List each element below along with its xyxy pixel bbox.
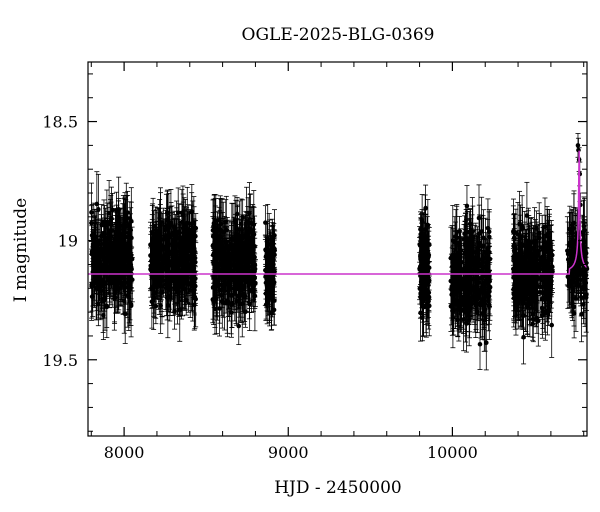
- data-point: [161, 220, 167, 279]
- data-point: [104, 275, 110, 339]
- data-point: [487, 253, 493, 321]
- data-point: [485, 219, 491, 278]
- data-points-layer: [88, 133, 590, 371]
- data-point: [486, 269, 492, 340]
- y-axis-label: I magnitude: [11, 198, 31, 302]
- data-point: [269, 225, 275, 291]
- data-point: [115, 237, 121, 292]
- data-point: [118, 234, 124, 278]
- data-point: [234, 197, 240, 231]
- data-point: [222, 241, 228, 302]
- y-tick-label: 19: [58, 232, 78, 251]
- data-point: [510, 248, 516, 290]
- data-point: [153, 229, 159, 294]
- data-point: [512, 213, 518, 264]
- data-point: [271, 267, 277, 298]
- chart-title: OGLE-2025-BLG-0369: [242, 25, 435, 45]
- data-point: [477, 318, 483, 370]
- data-point: [192, 265, 198, 330]
- data-point: [522, 234, 528, 297]
- data-point: [89, 220, 95, 283]
- data-point: [101, 199, 107, 244]
- data-point: [247, 277, 253, 332]
- x-tick-label: 9000: [268, 443, 309, 462]
- data-point: [469, 271, 475, 310]
- data-point: [117, 223, 123, 259]
- x-tick-label: 10000: [427, 443, 478, 462]
- data-point: [571, 287, 577, 327]
- data-point: [475, 236, 481, 279]
- data-point: [458, 228, 464, 274]
- data-point: [535, 259, 541, 314]
- data-point: [158, 192, 164, 259]
- data-point: [250, 205, 256, 259]
- data-point: [483, 250, 489, 317]
- data-point: [468, 230, 474, 268]
- data-point: [190, 251, 196, 322]
- data-point: [420, 212, 426, 276]
- data-point: [529, 232, 535, 299]
- data-point: [217, 230, 223, 268]
- data-point: [221, 250, 227, 305]
- data-point: [165, 189, 171, 237]
- data-point: [125, 213, 131, 261]
- data-point: [543, 242, 549, 287]
- data-point: [426, 245, 432, 291]
- model-curve: [88, 150, 588, 275]
- data-point: [188, 204, 194, 258]
- data-point: [102, 266, 108, 331]
- y-tick-label: 18.5: [42, 113, 78, 132]
- data-point: [223, 199, 229, 245]
- data-point: [122, 284, 128, 344]
- plot-frame: [87, 61, 588, 437]
- data-point: [210, 199, 216, 262]
- data-point: [95, 173, 101, 245]
- data-point: [526, 276, 532, 325]
- data-point: [524, 181, 530, 250]
- data-point: [463, 204, 469, 276]
- data-point: [422, 265, 428, 299]
- data-point: [235, 259, 241, 299]
- data-point: [481, 289, 487, 352]
- data-point: [156, 263, 162, 301]
- data-point: [100, 255, 106, 309]
- axis-ticks: 8000 9000 10000 18.5 19 19.5: [42, 62, 587, 462]
- data-point: [93, 250, 99, 292]
- data-point: [476, 263, 482, 302]
- data-point: [460, 255, 466, 322]
- x-axis-label: HJD - 2450000: [274, 478, 402, 498]
- model-curve-layer: [88, 150, 588, 275]
- data-point: [239, 232, 245, 290]
- data-point: [519, 195, 525, 258]
- x-tick-label: 8000: [104, 443, 145, 462]
- data-point: [486, 209, 492, 265]
- data-point: [214, 248, 220, 321]
- data-point: [128, 207, 134, 254]
- data-point: [111, 224, 117, 264]
- data-point: [169, 205, 175, 264]
- data-point: [417, 252, 423, 288]
- data-point: [164, 250, 170, 312]
- data-point: [549, 240, 555, 270]
- data-point: [245, 197, 251, 267]
- data-point: [545, 219, 551, 279]
- data-point: [515, 248, 521, 312]
- data-point: [538, 230, 544, 289]
- data-point: [217, 259, 223, 296]
- data-point: [151, 225, 157, 273]
- data-point: [183, 230, 189, 278]
- y-tick-label: 19.5: [42, 351, 78, 370]
